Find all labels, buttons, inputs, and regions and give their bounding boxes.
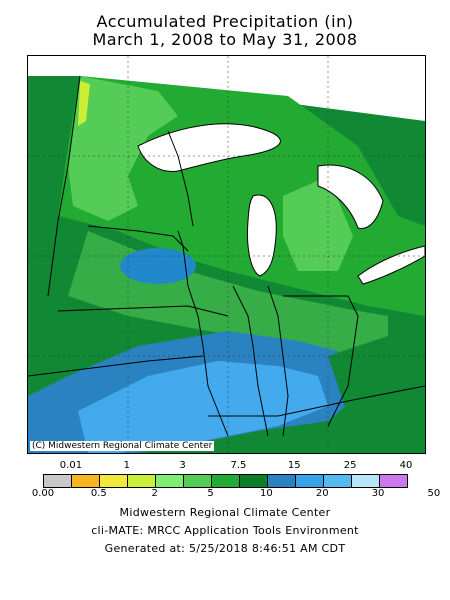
legend-top-label: 0.01 — [59, 460, 83, 471]
footer-center: Midwestern Regional Climate Center — [119, 506, 331, 519]
legend-bottom-label: 30 — [371, 488, 385, 499]
legend-bottom-label: 10 — [260, 488, 273, 499]
legend-swatch — [128, 475, 156, 487]
legend-bottom-label: 50 — [427, 488, 441, 499]
legend-swatch — [212, 475, 240, 487]
legend-swatch — [268, 475, 296, 487]
map-date-range: March 1, 2008 to May 31, 2008 — [92, 30, 358, 49]
legend-top-label: 25 — [343, 460, 357, 471]
legend-swatch — [100, 475, 128, 487]
legend-top-label: 7.5 — [230, 460, 247, 471]
legend-swatch — [72, 475, 100, 487]
region-green-east — [318, 336, 425, 453]
footer-tool: cli-MATE: MRCC Application Tools Environ… — [91, 524, 359, 537]
legend-top-label: 3 — [179, 460, 186, 471]
map-canvas — [28, 56, 425, 453]
legend-bottom-label: 0.00 — [31, 488, 55, 499]
region-light-blue-south — [78, 361, 328, 453]
grid-lines — [28, 56, 425, 453]
precipitation-map: (C) Midwestern Regional Climate Center — [27, 55, 426, 454]
legend-top-label: 40 — [399, 460, 413, 471]
legend-swatch — [44, 475, 72, 487]
legend-swatch — [240, 475, 268, 487]
lake-huron — [317, 164, 384, 230]
region-light-green-mi — [283, 176, 353, 271]
legend-colorbar — [43, 474, 408, 488]
legend-swatch — [296, 475, 324, 487]
region-light-green-nw — [68, 76, 178, 221]
state-boundaries — [28, 75, 425, 437]
lake-superior — [137, 123, 281, 172]
legend-bottom-label: 20 — [315, 488, 329, 499]
region-blue-iowa — [120, 248, 196, 284]
legend-swatch — [156, 475, 184, 487]
legend-top-label: 15 — [287, 460, 301, 471]
precipitation-legend: 0.00 0.5 2 5 10 20 30 50 0.01 1 3 7.5 15 25 40 — [32, 460, 440, 500]
copyright-label: (C) Midwestern Regional Climate Center — [30, 441, 215, 451]
legend-bottom-label: 2 — [151, 488, 158, 499]
legend-bottom-label: 0.5 — [90, 488, 107, 499]
map-title: Accumulated Precipitation (in) — [96, 12, 354, 31]
legend-swatch — [324, 475, 352, 487]
legend-bottom-label: 5 — [207, 488, 214, 499]
legend-swatch — [380, 475, 407, 487]
legend-top-label: 1 — [123, 460, 130, 471]
lake-erie — [357, 245, 425, 285]
legend-swatch — [184, 475, 212, 487]
legend-swatch — [352, 475, 380, 487]
region-yellow — [78, 81, 90, 126]
footer-generated: Generated at: 5/25/2018 8:46:51 AM CDT — [104, 542, 346, 555]
